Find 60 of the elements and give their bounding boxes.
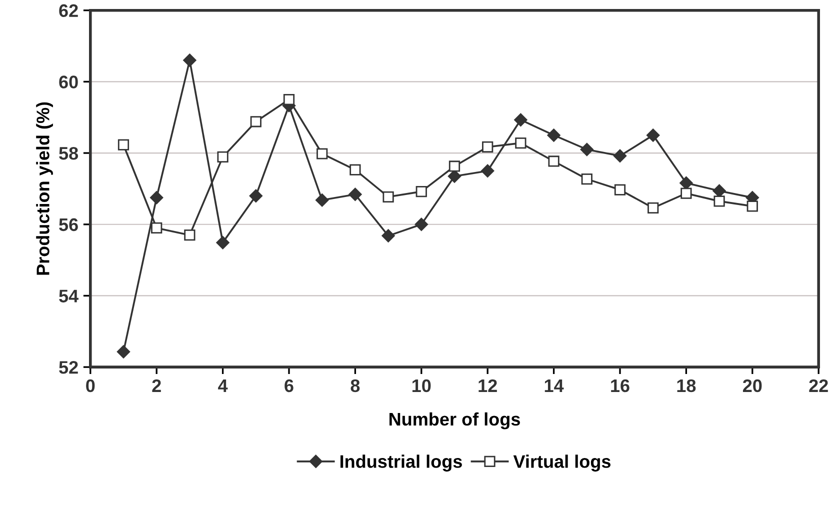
x-tick-label: 22 <box>809 379 828 392</box>
y-axis-title: Production yield (%) <box>36 102 53 275</box>
point <box>448 170 462 183</box>
point <box>448 160 460 172</box>
point <box>481 164 494 178</box>
point <box>482 141 494 153</box>
point <box>250 116 262 128</box>
point <box>712 184 726 198</box>
point <box>183 54 196 67</box>
point <box>382 191 394 202</box>
point <box>514 113 528 126</box>
x-axis-title: Number of logs <box>389 412 520 430</box>
x-tick-label: 4 <box>218 380 228 392</box>
x-tick-label: 2 <box>152 379 161 392</box>
point <box>414 218 428 231</box>
x-tick-label: 6 <box>284 379 294 392</box>
point <box>580 142 594 156</box>
point <box>581 174 592 185</box>
point <box>714 196 725 207</box>
point <box>249 189 262 202</box>
x-tick-label: 0 <box>86 379 95 392</box>
point <box>547 128 560 142</box>
point <box>118 139 130 150</box>
point <box>350 164 361 176</box>
point <box>680 188 692 199</box>
point <box>116 345 130 358</box>
point <box>646 128 660 142</box>
y-tick-label: 60 <box>59 76 78 88</box>
x-tick-label: 12 <box>478 379 497 392</box>
point <box>316 148 328 160</box>
point <box>614 184 626 196</box>
point <box>348 188 362 201</box>
point <box>150 191 164 204</box>
point <box>515 137 526 149</box>
point <box>416 186 427 198</box>
point <box>217 151 228 163</box>
legend-label: Virtual logs <box>513 454 610 472</box>
point <box>216 236 230 250</box>
point <box>648 202 659 214</box>
point <box>680 176 693 190</box>
x-tick-label: 8 <box>350 379 360 392</box>
point <box>382 229 395 242</box>
point <box>613 149 627 162</box>
point <box>548 156 560 167</box>
y-tick-label: 56 <box>59 218 78 232</box>
x-tick-label: 16 <box>611 379 630 392</box>
x-tick-label: 18 <box>677 379 696 392</box>
y-tick-label: 58 <box>59 146 78 160</box>
y-tick-label: 54 <box>59 290 78 302</box>
point <box>283 94 295 106</box>
point <box>184 230 196 241</box>
legend-label: Industrial logs <box>340 454 462 472</box>
point <box>746 200 758 212</box>
x-tick-label: 10 <box>412 379 431 392</box>
y-tick-label: 52 <box>59 361 78 374</box>
point <box>151 222 162 234</box>
x-tick-label: 20 <box>742 379 762 392</box>
x-tick-label: 14 <box>544 380 564 392</box>
point <box>316 194 329 207</box>
y-tick-label: 62 <box>59 4 78 18</box>
